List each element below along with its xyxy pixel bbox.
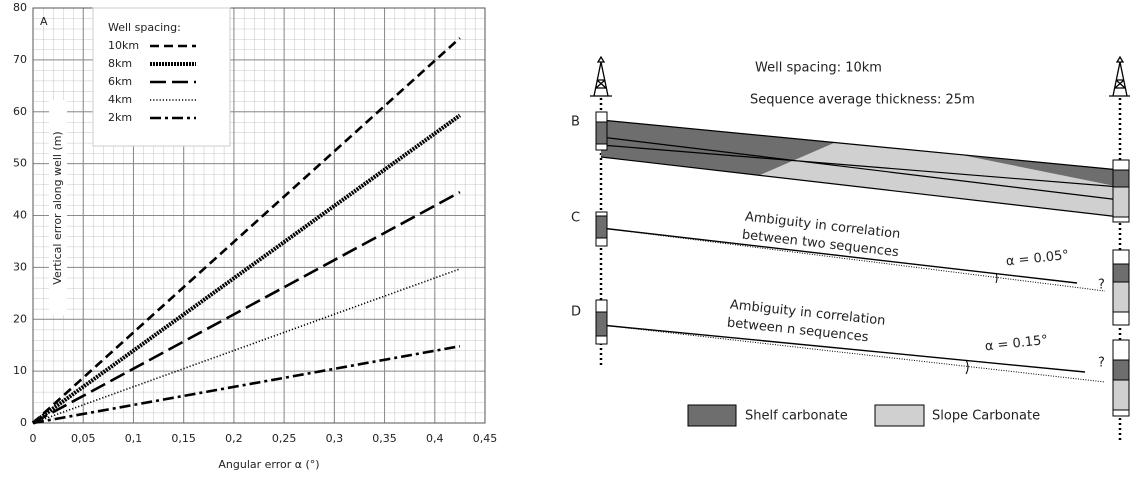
y-label-bg: [49, 100, 67, 315]
correlation-line-alt: [600, 324, 1106, 383]
y-tick-label: 0: [20, 416, 27, 429]
shelf-layer: [601, 120, 835, 175]
well-column: [1112, 379, 1130, 411]
well-column: [1112, 186, 1130, 218]
derrick-left: [590, 55, 612, 97]
y-tick-label: 30: [13, 260, 27, 273]
x-tick-label: 0,3: [326, 432, 344, 445]
x-tick-label: 0,35: [372, 432, 397, 445]
x-tick-label: 0,4: [426, 432, 444, 445]
y-tick-label: 20: [13, 312, 27, 325]
well-column: [595, 121, 608, 145]
series-line: [32, 191, 461, 425]
series-line: [31, 113, 462, 425]
well-column: [595, 311, 608, 337]
x-tick-label: 0: [30, 432, 37, 445]
x-tick-label: 0,25: [272, 432, 297, 445]
y-tick-label: 50: [13, 157, 27, 170]
layer-line: [600, 119, 1121, 218]
legend-label: Shelf carbonate: [745, 409, 848, 424]
panel-label: D: [571, 305, 581, 320]
question: ?: [1098, 278, 1105, 293]
legend-label: Slope Carbonate: [932, 409, 1040, 424]
derrick-right: [1109, 55, 1130, 97]
legend-swatch: [874, 404, 925, 427]
legend-label: 10km: [108, 39, 139, 52]
correlation-line: [600, 324, 1086, 373]
legend-title: Well spacing:: [108, 21, 181, 34]
legend-label: 4km: [108, 93, 132, 106]
shelf-layer: [960, 154, 1120, 187]
legend-box: [92, 7, 231, 147]
question: ?: [1098, 356, 1105, 371]
y-tick-label: 80: [13, 1, 27, 14]
diagram: [590, 55, 1130, 440]
angle-label: α = 0.15°: [984, 333, 1048, 355]
y-tick-label: 40: [13, 209, 27, 222]
diagram-labels: Well spacing: 10km Sequence average thic…: [571, 61, 1105, 424]
correlation-line: [600, 227, 1078, 284]
x-tick-label: 0,2: [225, 432, 243, 445]
legend-label: 2km: [108, 111, 132, 124]
well-column: [1112, 169, 1130, 188]
x-tick-label: 0,05: [71, 432, 96, 445]
y-tick-label: 70: [13, 53, 27, 66]
angle-label: α = 0.05°: [1005, 248, 1069, 270]
well-column: [1112, 359, 1130, 381]
x-tick-label: 0,15: [171, 432, 196, 445]
series-line: [32, 268, 461, 424]
y-tick-label: 60: [13, 105, 27, 118]
well-column: [595, 215, 608, 239]
x-tick-label: 0,45: [473, 432, 498, 445]
legend-label: 8km: [108, 57, 132, 70]
angle-arc: [995, 272, 998, 284]
legend-label: 6km: [108, 75, 132, 88]
panel-label: A: [40, 15, 48, 28]
legend-swatch: [687, 404, 737, 427]
plot-frame: [32, 7, 486, 424]
well-column: [1112, 263, 1130, 283]
correlation-line-alt: [600, 227, 1106, 292]
thickness: Sequence average thickness: 25m: [750, 93, 975, 108]
well-column: [1112, 281, 1130, 313]
series-line: [32, 344, 461, 425]
angle-arc: [965, 359, 969, 375]
panel-label: C: [571, 211, 580, 226]
panel-label: B: [571, 115, 580, 130]
x-axis-label: Angular error α (°): [218, 458, 319, 471]
chart: 0 10 20 30 40 50 60 70 80 0 0,05 0,1 0,15 0,2 0,25 0,3 0…: [13, 1, 497, 471]
y-tick-label: 10: [13, 364, 27, 377]
series-line: [32, 37, 461, 424]
well-spacing: Well spacing: 10km: [755, 61, 882, 76]
y-axis-label: Vertical error along well (m): [51, 131, 64, 284]
x-tick-label: 0,1: [125, 432, 143, 445]
